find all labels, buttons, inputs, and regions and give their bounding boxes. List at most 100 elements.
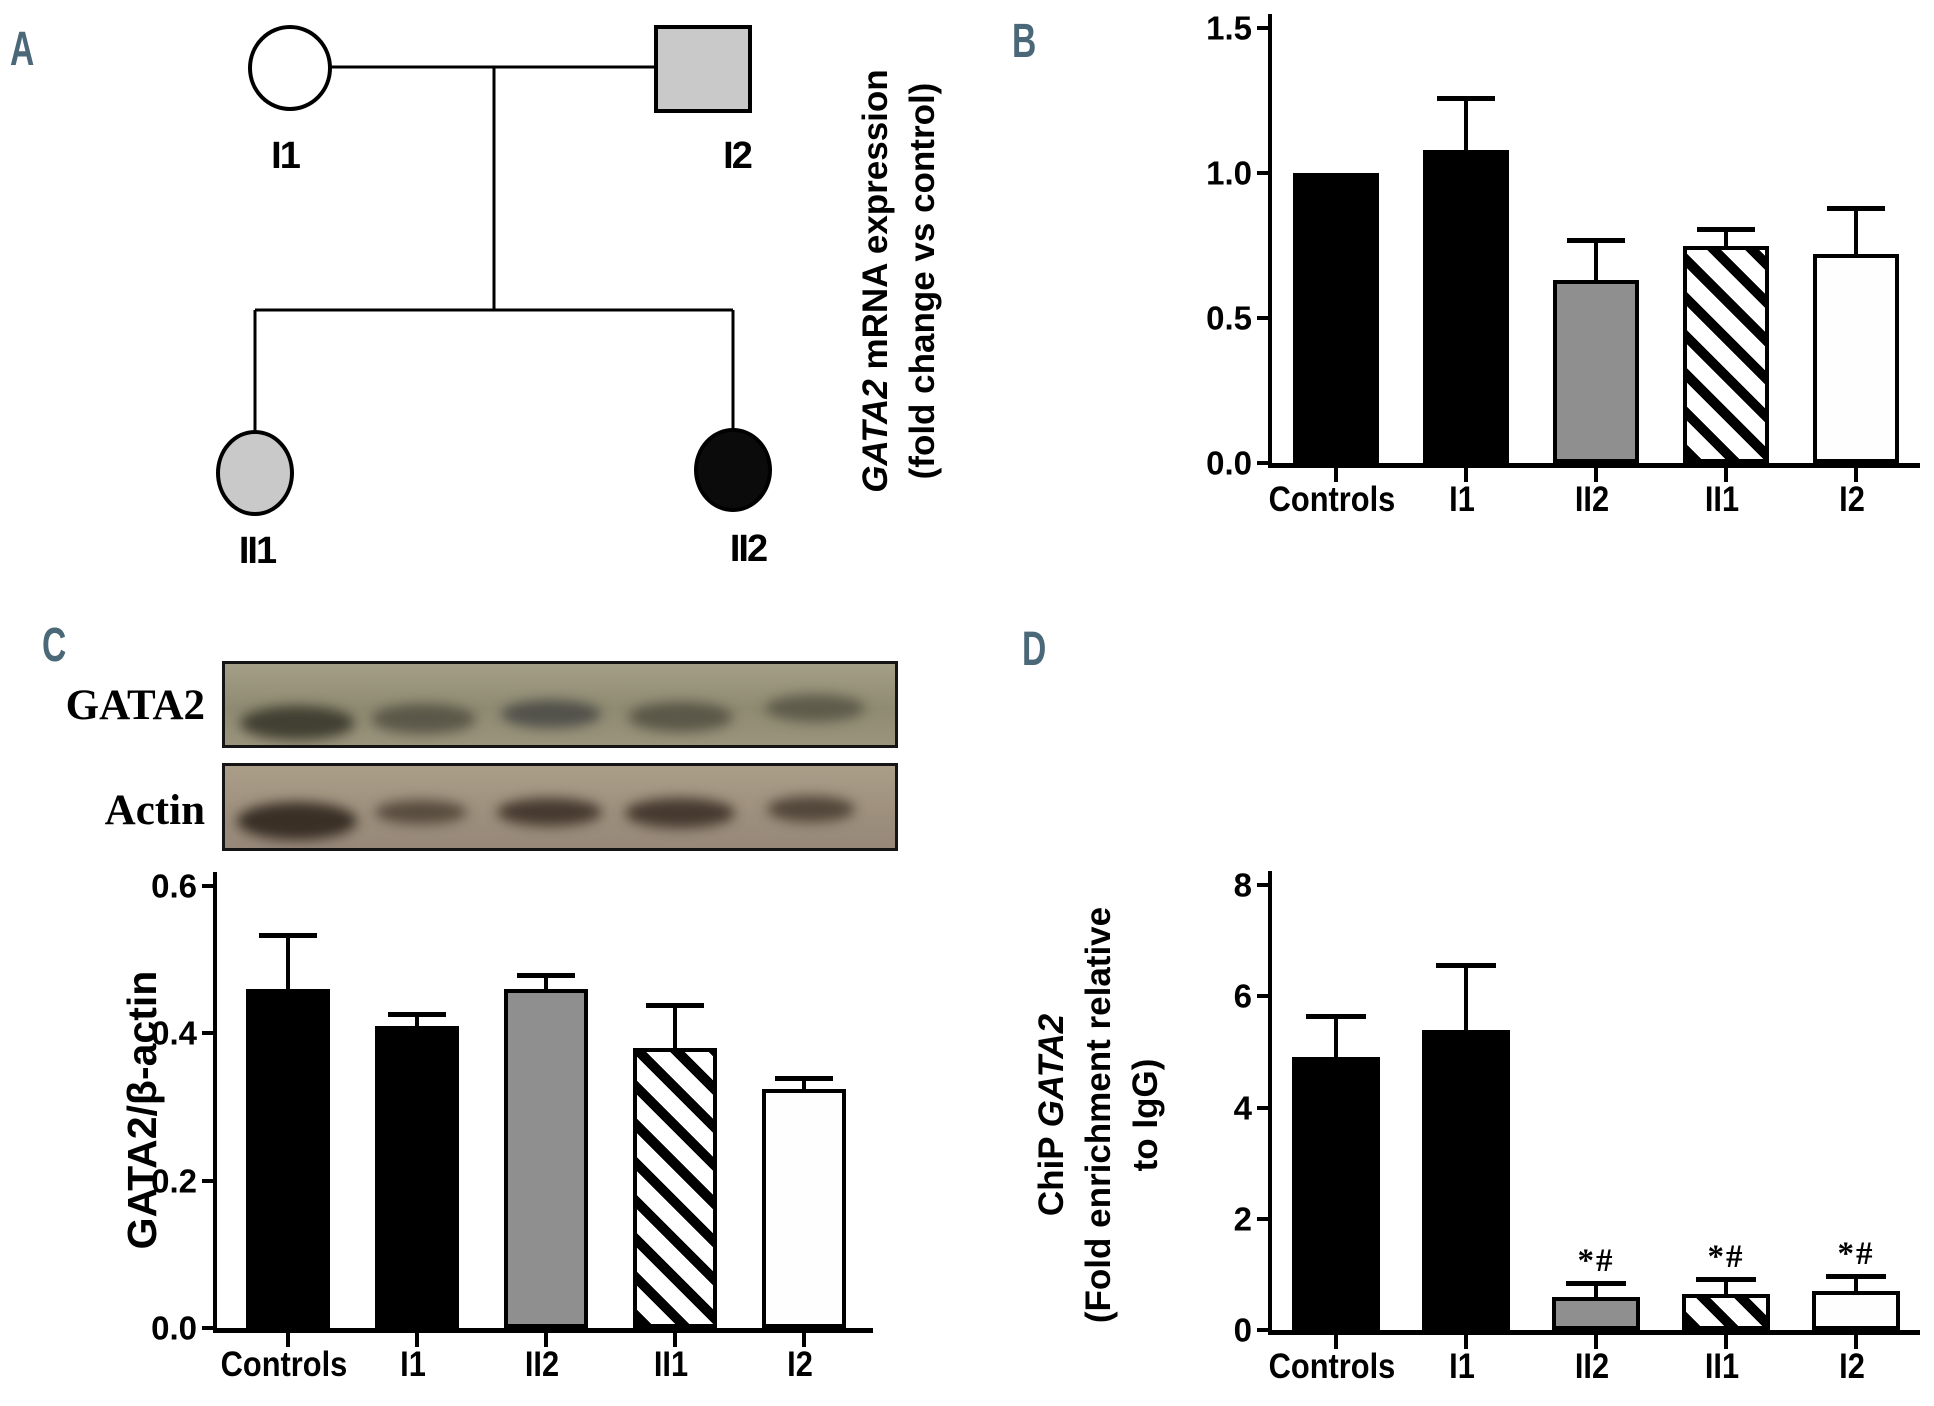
error-bar-line — [1594, 1285, 1598, 1297]
b-y-axis-label: GATA2 mRNA expression (fold change vs con… — [856, 69, 942, 493]
y-tick-label: 0.0 — [151, 1309, 197, 1347]
c-y-axis-label: GATA2/β-actin — [119, 970, 165, 1250]
error-bar — [1696, 1276, 1756, 1294]
y-tick — [1257, 883, 1268, 887]
gata2-band-lane2 — [371, 704, 476, 734]
bar-i1 — [1422, 1029, 1510, 1330]
x-tick — [1464, 1335, 1468, 1349]
error-bar-line — [1464, 100, 1468, 150]
x-tick — [1854, 468, 1858, 482]
bar-i2 — [1813, 254, 1899, 463]
bar-ii2 — [504, 989, 588, 1328]
y-tick — [1257, 1216, 1268, 1221]
y-tick-label: 4 — [1233, 1089, 1252, 1126]
pedigree-label-I2: I2 — [723, 135, 752, 177]
x-label-ii1: II1 — [653, 1345, 689, 1384]
y-tick — [1257, 1105, 1268, 1110]
bar-group-controls — [246, 886, 330, 1328]
panel-d-chart: ChiP GATA2 (Fold enrichment relative to Ig… — [1032, 869, 1920, 1385]
error-bar — [1566, 1280, 1626, 1297]
bar-controls — [1292, 1057, 1380, 1330]
panel-d-letter: D — [1022, 623, 1047, 676]
d-y-axis-label: ChiP GATA2 (Fold enrichment relative to Ig… — [1032, 906, 1165, 1324]
bar-group-i2: *# — [1812, 885, 1900, 1330]
y-tick — [1257, 316, 1268, 321]
x-label-ii2: II2 — [524, 1345, 560, 1384]
b-plot-area: 0.0 0.5 1.0 1.5 — [1206, 12, 1920, 482]
error-bar-line — [1334, 1018, 1338, 1058]
b-axis-cap — [1268, 14, 1272, 28]
actin-blot-strip — [222, 763, 898, 851]
y-tick — [1257, 171, 1268, 176]
pedigree-label-II2: II2 — [730, 528, 767, 570]
error-bar-line — [1594, 242, 1598, 281]
d-plot-area: 0 2 4 6 8 *# *# *# — [1234, 869, 1920, 1349]
error-bar-line — [1464, 968, 1468, 1030]
error-bar — [1826, 205, 1886, 255]
bar-ii1 — [1682, 1293, 1770, 1330]
y-tick-label: 6 — [1233, 977, 1252, 1015]
error-bar-line — [1724, 232, 1728, 246]
pedigree-diagram: I1 I2 II1 II2 — [216, 25, 772, 572]
x-label-i1: I1 — [1449, 480, 1475, 519]
panel-a-letter: A — [10, 23, 35, 76]
x-label-ii1: II1 — [1704, 480, 1740, 519]
error-bar — [259, 932, 317, 990]
y-tick-label: 1.0 — [1206, 154, 1252, 192]
gata2-band-lane5 — [765, 694, 865, 722]
y-tick-label: 0.5 — [1206, 299, 1252, 337]
bar-i1 — [375, 1025, 459, 1328]
bar-group-i1 — [1422, 885, 1510, 1330]
bar-group-i1 — [375, 886, 459, 1328]
error-bar-line — [1724, 1281, 1728, 1294]
error-bar-line — [544, 978, 548, 990]
x-tick — [544, 1333, 548, 1347]
actin-band-lane3 — [497, 798, 602, 826]
y-tick — [1257, 26, 1268, 30]
bar-group-controls — [1292, 885, 1380, 1330]
x-label-i2: I2 — [1839, 1347, 1865, 1386]
significance-annotation: *# — [1707, 1238, 1745, 1275]
error-bar — [1696, 227, 1756, 246]
c-axis-cap — [213, 872, 217, 886]
bar-group-ii2 — [1553, 28, 1639, 463]
y-tick — [1257, 1328, 1268, 1332]
y-tick — [202, 1326, 213, 1330]
bar-group-ii2: *# — [1552, 885, 1640, 1330]
x-tick — [1854, 1335, 1858, 1349]
bar-ii2 — [1553, 280, 1639, 463]
x-label-i1: I1 — [1449, 1347, 1475, 1386]
x-tick — [1724, 1335, 1728, 1349]
actin-blot-row-label: Actin — [104, 787, 205, 834]
x-tick — [415, 1333, 419, 1347]
gata2-band-lane1 — [240, 706, 355, 740]
bar-group-i2 — [762, 886, 846, 1328]
error-bar — [646, 1002, 704, 1049]
bar-i2 — [762, 1088, 846, 1328]
pedigree-label-II1: II1 — [239, 530, 277, 572]
pedigree-member-I2-square — [654, 25, 752, 113]
error-bar-line — [415, 1017, 419, 1026]
panel-b-chart: GATA2 mRNA expression (fold change vs con… — [856, 12, 1920, 518]
x-label-controls: Controls — [1268, 480, 1396, 519]
x-tick — [1724, 468, 1728, 482]
panel-c-chart: GATA2/β-actin 0.0 0.2 0.4 0.6 Controls I1 II2… — [119, 870, 873, 1383]
error-bar — [388, 1012, 446, 1026]
x-tick — [1334, 468, 1338, 482]
y-tick-label: 2 — [1233, 1200, 1252, 1238]
bar-group-i2 — [1813, 28, 1899, 463]
x-label-i2: I2 — [787, 1345, 813, 1384]
gata2-band-lane4 — [628, 702, 733, 732]
y-tick — [1257, 461, 1268, 465]
y-tick-label: 8 — [1233, 866, 1252, 904]
bar-controls — [1293, 173, 1379, 463]
panel-b-letter: B — [1012, 15, 1037, 68]
x-tick — [1594, 468, 1598, 482]
y-tick-label: 0.0 — [1206, 444, 1252, 482]
bar-group-ii1 — [633, 886, 717, 1328]
x-tick — [1334, 1335, 1338, 1349]
error-bar-line — [1854, 210, 1858, 255]
y-tick-label: 0 — [1233, 1311, 1252, 1349]
significance-annotation: *# — [1577, 1242, 1615, 1279]
